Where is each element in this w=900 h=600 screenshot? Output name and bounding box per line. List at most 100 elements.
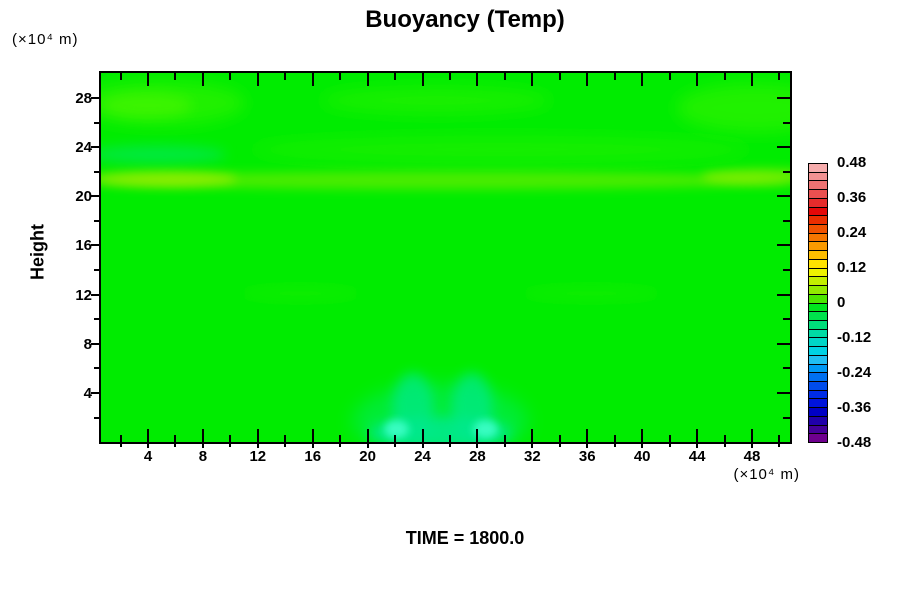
colorbar-segment: [809, 171, 827, 181]
x-axis-tick: [586, 442, 589, 448]
x-axis-tick: [531, 442, 534, 448]
x-axis-tick: [723, 442, 726, 447]
x-axis-tick: [256, 73, 259, 86]
colorbar-segment: [809, 346, 827, 355]
y-axis-unit-label: (×10⁴ m): [12, 31, 79, 48]
colorbar-segment: [809, 398, 827, 408]
contour-feature-upper-middle-warm-patch: [320, 86, 552, 114]
x-axis-tick: [531, 73, 534, 86]
colorbar-tick-label: -0.48: [837, 434, 872, 451]
x-axis-tick: [229, 442, 232, 447]
colorbar-segment: [809, 363, 827, 373]
chart-title: Buoyancy (Temp): [365, 6, 565, 33]
colorbar-segment: [809, 424, 827, 434]
x-axis-tick: [284, 435, 287, 442]
colorbar-segment: [809, 389, 827, 399]
x-axis-tick: [147, 73, 149, 86]
x-axis-tick: [778, 435, 781, 442]
x-axis-tick: [394, 435, 397, 442]
x-axis-tick: [119, 73, 122, 80]
colorbar-tick-label: 0: [837, 294, 846, 311]
contour-feature-surface-cold-core-right: [473, 420, 499, 439]
x-axis-tick: [229, 73, 232, 80]
x-axis-tick: [284, 73, 287, 80]
y-axis-tick: [783, 269, 790, 272]
x-axis-tick: [147, 429, 149, 442]
y-axis-tick: [91, 96, 99, 99]
colorbar-segment: [809, 232, 827, 242]
x-axis-tick: [339, 442, 342, 447]
x-axis-tick-label: 16: [304, 448, 322, 465]
colorbar-segment: [809, 285, 827, 294]
x-axis-unit-label: (×10⁴ m): [733, 466, 800, 483]
x-axis-tick: [448, 435, 451, 442]
x-axis-tick: [558, 73, 561, 80]
contour-feature-upper-right-warm-patch: [676, 83, 790, 133]
colorbar-tick-label: 0.48: [837, 154, 867, 171]
colorbar-segment: [809, 311, 827, 320]
contour-feature-upper-left-warm-core: [101, 93, 192, 118]
y-axis-tick: [91, 195, 99, 198]
x-axis-tick: [201, 429, 204, 442]
colorbar-segment: [809, 224, 827, 233]
y-axis-title: Height: [27, 224, 48, 280]
x-axis-tick-label: 40: [633, 448, 651, 465]
x-axis-tick: [174, 435, 177, 442]
x-axis-tick: [448, 442, 451, 447]
y-axis-tick: [777, 244, 790, 247]
x-axis-tick: [696, 442, 699, 448]
contour-feature-warm-band-right-maximum: [701, 168, 790, 185]
y-axis-tick-label: 16: [75, 237, 92, 255]
x-axis-tick: [613, 442, 616, 447]
x-axis-tick: [201, 73, 204, 86]
contour-feature-warm-band: [101, 171, 789, 190]
colorbar-segment: [809, 415, 827, 425]
colorbar-segment: [809, 380, 827, 390]
x-axis-tick: [586, 429, 589, 442]
x-axis-tick-label: 44: [688, 448, 706, 465]
x-axis-tick: [750, 442, 753, 448]
colorbar-segment: [809, 258, 827, 268]
contour-feature-faint-right-mid-spot: [521, 286, 662, 301]
field-background: [101, 73, 790, 442]
colorbar-tick-label: 0.12: [837, 259, 867, 276]
y-axis-tick-label: 4: [83, 385, 92, 402]
y-axis-tick: [777, 96, 790, 99]
x-axis-tick: [586, 73, 589, 86]
x-axis-tick: [339, 73, 342, 80]
contour-feature-left-cool-streak: [101, 145, 227, 164]
x-axis-tick: [421, 442, 424, 448]
y-axis-tick: [783, 318, 790, 321]
x-axis-tick: [558, 435, 561, 442]
x-axis-tick: [641, 73, 644, 86]
x-axis-tick: [696, 429, 699, 442]
y-axis-tick-label: 24: [75, 139, 92, 157]
colorbar-tick-label: -0.36: [837, 399, 872, 416]
colorbar-segment: [809, 267, 827, 277]
x-axis-tick: [668, 442, 671, 447]
y-axis-tick: [777, 195, 790, 198]
x-axis-tick: [174, 442, 177, 447]
x-axis-tick: [750, 73, 753, 86]
y-axis-tick: [783, 170, 790, 173]
x-axis-tick: [778, 442, 781, 447]
y-axis-tick: [91, 146, 99, 149]
y-axis-tick-label: 8: [83, 335, 92, 353]
y-axis-tick: [94, 367, 99, 370]
colorbar-segment: [809, 215, 827, 225]
colorbar-segment: [809, 197, 827, 207]
y-axis-tick-label: 20: [75, 188, 92, 206]
time-label: TIME = 1800.0: [405, 528, 525, 548]
x-axis-tick: [668, 73, 671, 80]
x-axis-tick: [201, 442, 204, 448]
plot-area: [91, 71, 792, 448]
x-axis-tick: [668, 435, 671, 442]
y-axis-tick: [91, 392, 99, 394]
colorbar-segment: [809, 293, 827, 303]
x-axis-tick-label: 8: [198, 448, 208, 465]
colorbar-segment: [809, 250, 827, 259]
x-axis-tick: [778, 73, 781, 80]
x-axis-tick: [119, 435, 122, 442]
x-axis-tick-label: 32: [524, 448, 541, 465]
x-axis-tick-label: 24: [414, 448, 431, 465]
